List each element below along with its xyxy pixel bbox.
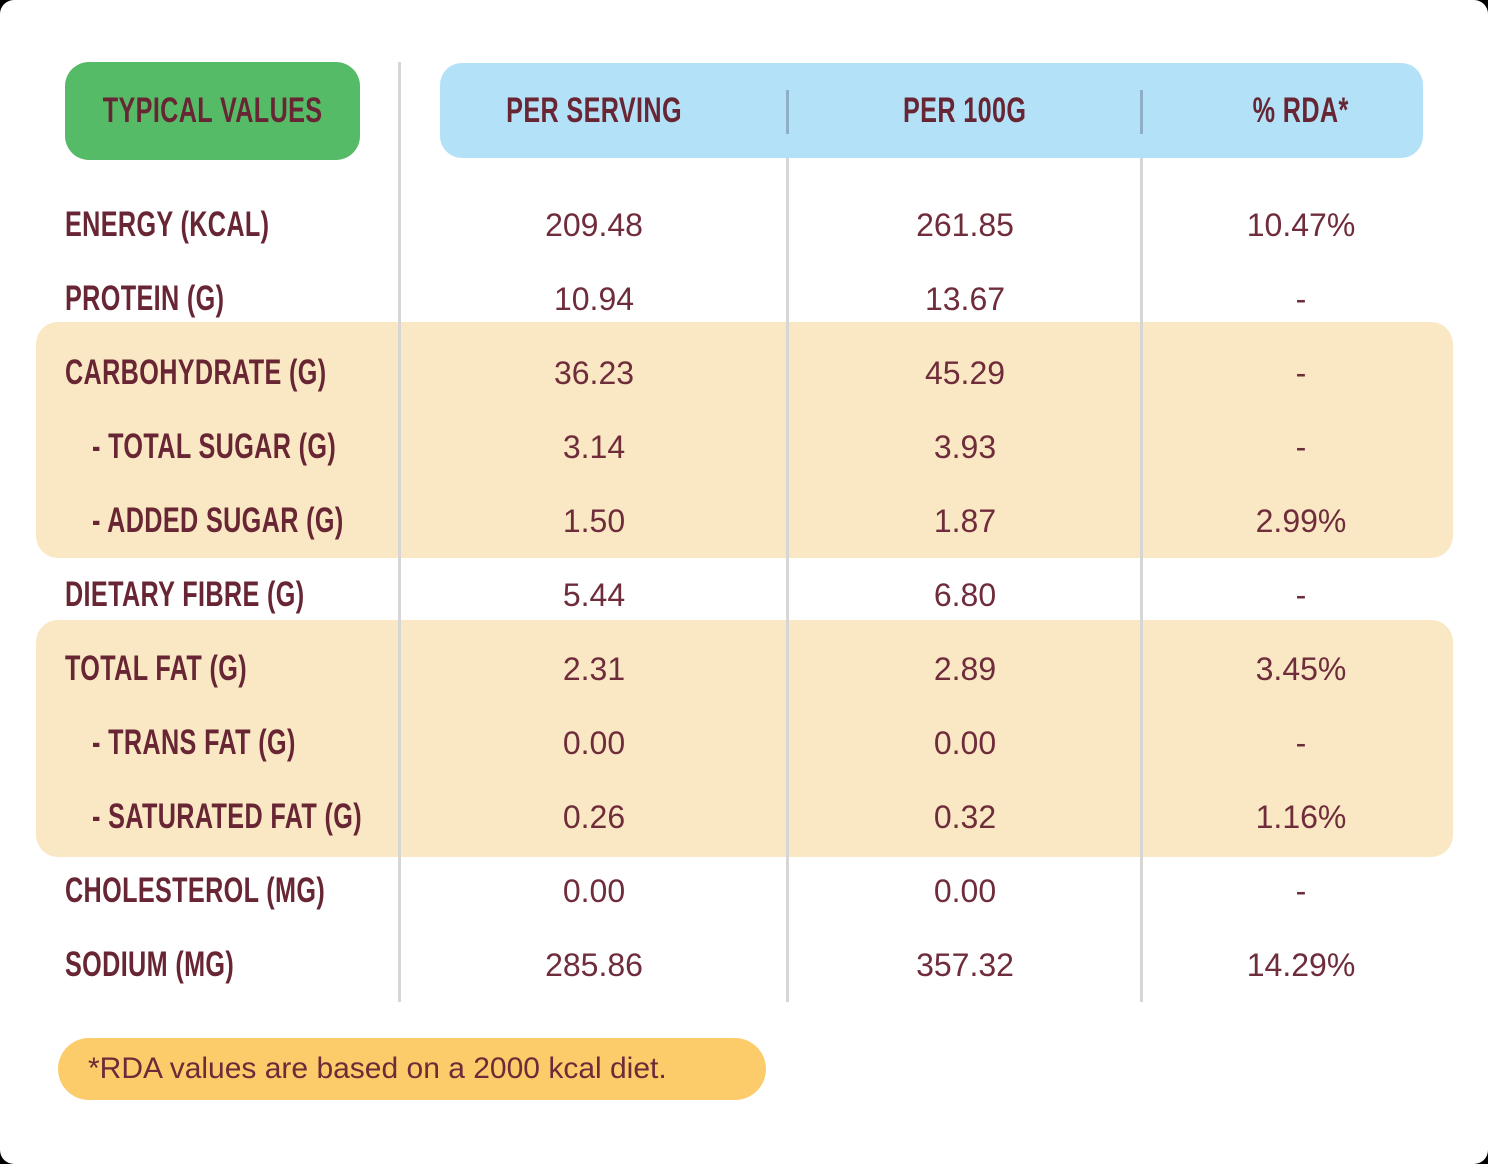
typical-values-label: TYPICAL VALUES xyxy=(102,91,323,130)
row-label: ENERGY (KCAL) xyxy=(65,205,270,244)
per-serving-value: 10.94 xyxy=(553,280,635,317)
table-row: TOTAL FAT (G) 2.31 2.89 3.45% xyxy=(0,632,1488,706)
per-100g-value: 357.32 xyxy=(916,946,1014,983)
per-100g-value: 13.67 xyxy=(924,280,1006,317)
column-header-rda: % RDA* xyxy=(1253,90,1349,130)
row-label: CHOLESTEROL (MG) xyxy=(65,871,326,910)
column-divider-serving-100g xyxy=(786,158,789,1002)
per-100g-value: 3.93 xyxy=(933,428,997,465)
rda-value: - xyxy=(1295,872,1307,909)
column-header-per-100g: PER 100G xyxy=(903,90,1027,130)
per-100g-value: 6.80 xyxy=(933,576,997,613)
row-label: PROTEIN (G) xyxy=(65,279,225,318)
per-serving-value: 5.44 xyxy=(562,576,626,613)
per-serving-value: 36.23 xyxy=(553,354,635,391)
table-row: CHOLESTEROL (MG) 0.00 0.00 - xyxy=(0,854,1488,928)
table-row: PROTEIN (G) 10.94 13.67 - xyxy=(0,262,1488,336)
table-row: - ADDED SUGAR (G) 1.50 1.87 2.99% xyxy=(0,484,1488,558)
table-row: DIETARY FIBRE (G) 5.44 6.80 - xyxy=(0,558,1488,632)
per-serving-value: 285.86 xyxy=(545,946,643,983)
column-divider-100g-rda xyxy=(1140,158,1143,1002)
per-100g-value: 2.89 xyxy=(933,650,997,687)
rda-value: 3.45% xyxy=(1255,650,1347,687)
table-row: CARBOHYDRATE (G) 36.23 45.29 - xyxy=(0,336,1488,410)
rda-footnote-pill: *RDA values are based on a 2000 kcal die… xyxy=(58,1038,766,1100)
rda-value: 14.29% xyxy=(1246,946,1356,983)
row-label: - TOTAL SUGAR (G) xyxy=(92,427,337,466)
header-divider-100g-rda xyxy=(1140,90,1143,134)
per-serving-value: 209.48 xyxy=(545,206,643,243)
table-row: SODIUM (MG) 285.86 357.32 14.29% xyxy=(0,928,1488,1002)
row-label: - SATURATED FAT (G) xyxy=(92,797,363,836)
rda-value: - xyxy=(1295,280,1307,317)
column-divider-labels xyxy=(398,62,401,1002)
per-100g-value: 0.32 xyxy=(933,798,997,835)
column-header-per-serving: PER SERVING xyxy=(506,90,682,130)
per-serving-value: 0.26 xyxy=(562,798,626,835)
table-row: - TOTAL SUGAR (G) 3.14 3.93 - xyxy=(0,410,1488,484)
per-100g-value: 1.87 xyxy=(933,502,997,539)
rda-value: - xyxy=(1295,576,1307,613)
highlight-band-fat-group xyxy=(36,620,1453,857)
rda-value: 2.99% xyxy=(1255,502,1347,539)
rda-value: - xyxy=(1295,354,1307,391)
row-label: CARBOHYDRATE (G) xyxy=(65,353,327,392)
per-100g-value: 261.85 xyxy=(916,206,1014,243)
row-label: DIETARY FIBRE (G) xyxy=(65,575,305,614)
rda-value: 1.16% xyxy=(1255,798,1347,835)
row-label: - ADDED SUGAR (G) xyxy=(92,501,344,540)
per-100g-value: 0.00 xyxy=(933,724,997,761)
rda-value: - xyxy=(1295,724,1307,761)
table-row: - TRANS FAT (G) 0.00 0.00 - xyxy=(0,706,1488,780)
per-serving-value: 1.50 xyxy=(562,502,626,539)
per-100g-value: 45.29 xyxy=(924,354,1006,391)
column-header-bar xyxy=(440,63,1423,158)
row-label: SODIUM (MG) xyxy=(65,945,235,984)
table-row: ENERGY (KCAL) 209.48 261.85 10.47% xyxy=(0,188,1488,262)
table-row: - SATURATED FAT (G) 0.26 0.32 1.16% xyxy=(0,780,1488,854)
per-serving-value: 0.00 xyxy=(562,872,626,909)
rda-value: 10.47% xyxy=(1246,206,1356,243)
nutrition-rows: ENERGY (KCAL) 209.48 261.85 10.47% PROTE… xyxy=(0,188,1488,1002)
rda-value: - xyxy=(1295,428,1307,465)
per-serving-value: 3.14 xyxy=(562,428,626,465)
row-label: - TRANS FAT (G) xyxy=(92,723,296,762)
per-serving-value: 2.31 xyxy=(562,650,626,687)
typical-values-badge: TYPICAL VALUES xyxy=(65,62,360,160)
row-label: TOTAL FAT (G) xyxy=(65,649,247,688)
highlight-band-carbohydrate-group xyxy=(36,322,1453,558)
per-serving-value: 0.00 xyxy=(562,724,626,761)
per-100g-value: 0.00 xyxy=(933,872,997,909)
rda-footnote-text: *RDA values are based on a 2000 kcal die… xyxy=(88,1052,667,1085)
header-divider-serving-100g xyxy=(786,90,789,134)
